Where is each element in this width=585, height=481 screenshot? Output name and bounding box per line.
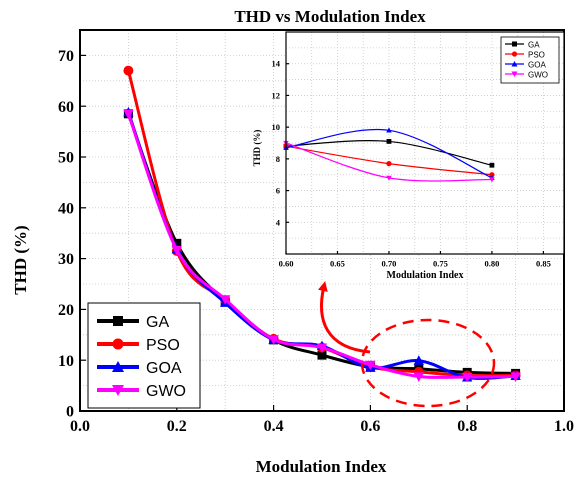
main-series-gwo-point-5	[365, 360, 376, 371]
main-series-pso-point-0	[123, 65, 134, 76]
x-axis-label: Modulation Index	[256, 457, 387, 476]
main-series-gwo-point-3	[268, 335, 279, 345]
inset-series-gwo-point-2	[489, 177, 495, 183]
main-y-tick-label: 0	[66, 404, 74, 421]
main-y-tick-label: 60	[58, 99, 74, 116]
main-series-gwo-point-1	[171, 245, 182, 256]
inset-series	[283, 127, 495, 183]
main-y-tick-label: 20	[58, 302, 74, 319]
inset-legend-label-pso: PSO	[528, 51, 545, 60]
inset-x-tick-label: 0.80	[484, 259, 499, 269]
inset-ticks: 0.60 0.65 0.70 0.75 0.80 0.85 4 6 8 10 12 14	[272, 59, 551, 269]
main-series-gwo	[123, 109, 521, 383]
inset-legend-entry-goa: GOA	[505, 61, 546, 70]
inset-legend-entry-pso: PSO	[505, 51, 545, 60]
main-series-gwo-point-7	[462, 372, 473, 383]
main-x-tick-label: 0.8	[457, 418, 477, 435]
inset-x-tick-label: 0.70	[382, 259, 397, 269]
zoom-arrow	[317, 281, 371, 354]
inset-x-axis-label: Modulation Index	[387, 270, 464, 281]
inset-series-gwo-point-1	[386, 175, 392, 181]
main-legend: GA PSO GOA GWO	[87, 302, 201, 409]
inset-y-tick-label: 4	[276, 217, 281, 227]
inset-series-goa-point-1	[386, 127, 392, 133]
inset-legend-label-goa: GOA	[528, 61, 546, 70]
inset-series-pso-point-1	[386, 160, 392, 167]
main-y-tick-label: 70	[58, 48, 74, 65]
inset-y-tick-label: 12	[272, 90, 281, 100]
main-legend-entry-pso: PSO	[97, 337, 180, 354]
chart-title: THD vs Modulation Index	[234, 7, 426, 26]
main-series-goa-point-6	[413, 355, 424, 365]
inset-chart: 0.60 0.65 0.70 0.75 0.80 0.85 4 6 8 10 12 14 Modula…	[252, 31, 565, 281]
main-legend-label-pso: PSO	[146, 337, 180, 354]
main-series-ga-point-4	[317, 350, 327, 360]
main-legend-marker-pso	[112, 338, 124, 350]
inset-x-tick-label: 0.60	[279, 259, 294, 269]
inset-legend-label-gwo: GWO	[528, 71, 548, 80]
main-legend-marker-gwo	[112, 385, 124, 396]
inset-x-tick-label: 0.65	[330, 259, 345, 269]
inset-y-tick-label: 10	[272, 122, 281, 132]
inset-legend-box	[500, 36, 560, 84]
main-y-tick-label: 30	[58, 251, 74, 268]
inset-legend: GA PSO GOA GWO	[500, 36, 560, 84]
main-series-ga-point-1	[172, 238, 182, 248]
inset-series-ga-point-2	[489, 162, 495, 168]
main-legend-entry-goa: GOA	[97, 360, 182, 377]
inset-x-tick-label: 0.75	[433, 259, 448, 269]
main-x-tick-label: 1.0	[554, 418, 574, 435]
inset-legend-marker-ga	[512, 41, 517, 47]
main-legend-label-gwo: GWO	[146, 383, 186, 400]
inset-y-tick-label: 14	[272, 59, 281, 69]
inset-y-axis-label: THD (%)	[252, 130, 262, 167]
main-legend-entry-gwo: GWO	[97, 383, 186, 400]
inset-legend-entry-ga: GA	[505, 41, 540, 50]
main-x-tick-label: 0.0	[70, 418, 90, 435]
main-legend-label-goa: GOA	[146, 360, 182, 377]
inset-series-pso-point-2	[489, 172, 495, 178]
inset-series-ga-point-1	[386, 139, 392, 144]
main-series	[123, 65, 521, 383]
main-legend-marker-ga	[113, 316, 123, 326]
main-series-gwo-point-0	[123, 109, 134, 120]
main-y-tick-label: 40	[58, 200, 74, 217]
main-legend-marker-goa	[112, 361, 124, 372]
main-x-tick-label: 0.4	[264, 418, 284, 435]
inset-legend-marker-gwo	[511, 71, 518, 77]
zoom-region-ellipse	[360, 318, 496, 408]
inset-legend-entry-gwo: GWO	[505, 71, 548, 80]
inset-y-tick-label: 8	[276, 154, 280, 164]
main-legend-entry-ga: GA	[97, 314, 169, 331]
main-legend-label-ga: GA	[146, 314, 169, 331]
inset-plot-frame	[285, 31, 565, 255]
main-x-tick-label: 0.2	[167, 418, 187, 435]
main-series-gwo-point-8	[510, 372, 521, 382]
main-ticks: 0.0 0.2 0.4 0.6 0.8 1.0 0 10 20 30 40 50 60 70	[58, 48, 574, 435]
main-y-tick-label: 50	[58, 150, 74, 167]
main-chart: THD vs Modulation Index 0.0 0.2 0.4 0.6 0.8 1…	[11, 7, 574, 476]
y-axis-label: THD (%)	[11, 225, 30, 294]
main-series-gwo-point-4	[316, 343, 328, 353]
inset-legend-marker-pso	[511, 51, 518, 57]
inset-y-tick-label: 6	[276, 186, 280, 196]
main-y-tick-label: 10	[58, 353, 74, 370]
main-series-gwo-point-2	[220, 295, 231, 305]
inset-legend-label-ga: GA	[528, 41, 540, 50]
inset-x-tick-label: 0.85	[536, 259, 551, 269]
main-series-gwo-point-6	[413, 372, 424, 382]
inset-legend-marker-goa	[511, 61, 518, 67]
main-x-tick-label: 0.6	[360, 418, 380, 435]
